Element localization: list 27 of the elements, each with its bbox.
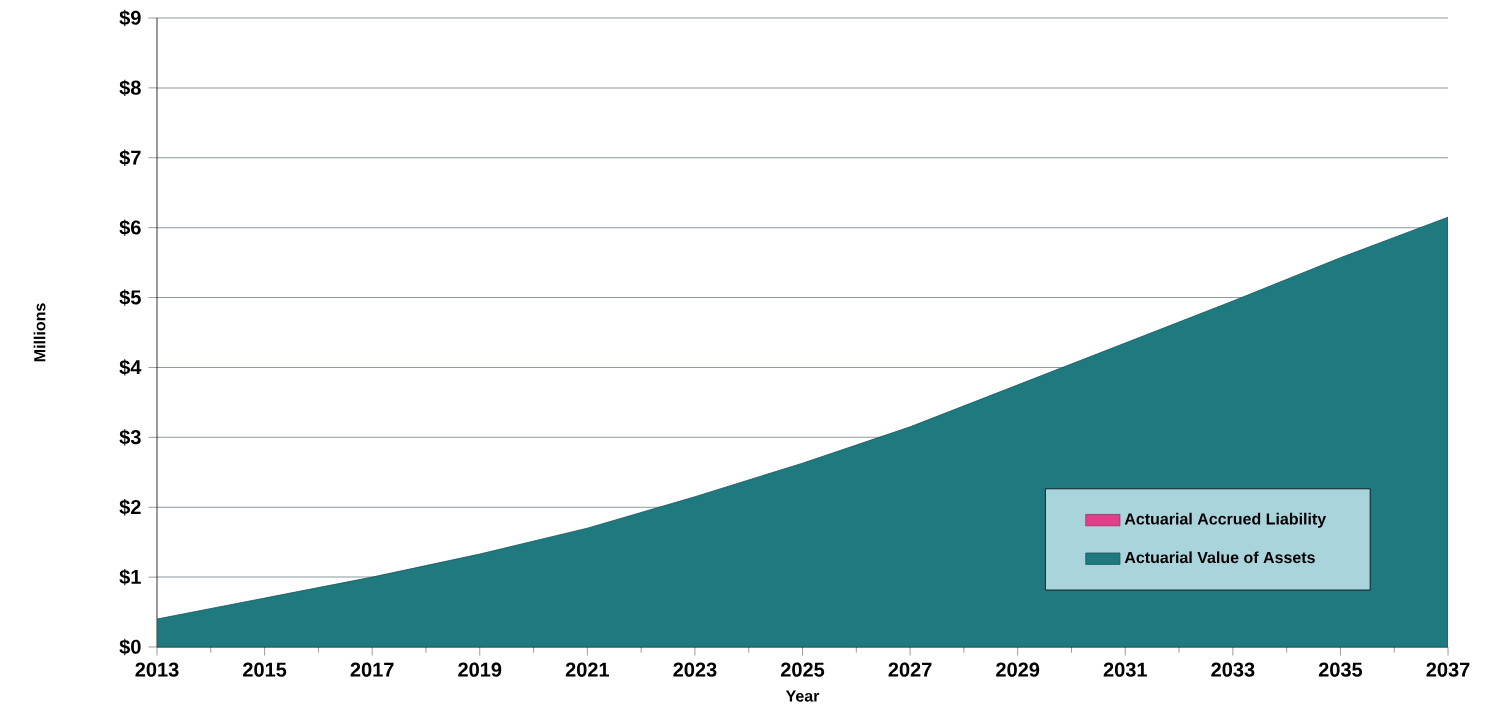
y-tick-label: $6	[119, 219, 141, 236]
x-axis-title: Year	[785, 690, 820, 702]
x-tick-label: 2027	[888, 662, 932, 677]
x-tick-label: 2025	[780, 662, 825, 677]
y-tick-label: $8	[119, 79, 141, 97]
x-tick-label: 2029	[996, 662, 1040, 677]
x-tick-label: 2017	[350, 662, 394, 677]
y-tick-label: $1	[119, 568, 141, 586]
y-tick-label: $5	[119, 289, 141, 306]
x-tick-label: 2021	[565, 662, 610, 677]
y-tick-label: $3	[119, 429, 141, 446]
y-axis-title: Millions	[33, 303, 46, 362]
x-tick-label: 2035	[1318, 662, 1363, 677]
x-tick-label: 2033	[1211, 662, 1255, 677]
x-tick-label: 2023	[673, 662, 717, 677]
y-tick-label: $2	[119, 499, 141, 516]
y-tick-label: $0	[119, 638, 141, 656]
x-tick-label: 2037	[1426, 662, 1470, 677]
legend-label: Actuarial Accrued Liability	[1124, 512, 1327, 528]
y-tick-label: $9	[119, 9, 141, 27]
x-tick-label: 2031	[1103, 662, 1147, 677]
y-tick-label: $7	[119, 149, 141, 166]
x-tick-label: 2013	[135, 662, 179, 677]
x-tick-label: 2015	[243, 662, 287, 677]
y-tick-label: $4	[119, 359, 142, 376]
legend-label: Actuarial Value of Assets	[1124, 551, 1315, 564]
x-tick-label: 2019	[458, 662, 502, 677]
